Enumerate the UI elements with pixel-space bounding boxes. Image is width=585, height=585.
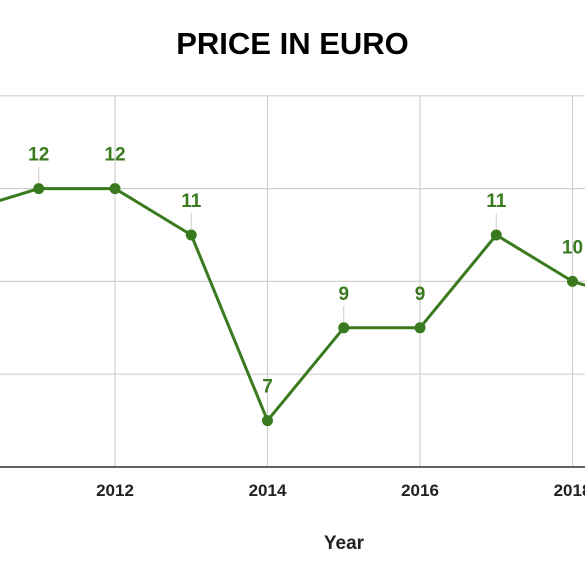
data-point <box>109 183 121 195</box>
data-point <box>490 229 502 241</box>
data-label: 12 <box>28 145 49 166</box>
x-axis-title: Year <box>323 533 365 554</box>
x-tick-label: 2014 <box>249 481 287 500</box>
data-label: 10 <box>562 237 583 258</box>
data-point <box>567 275 578 287</box>
series-line-group <box>0 187 585 423</box>
data-label: 9 <box>338 284 349 305</box>
x-tick-labels: 2012 2014 2016 2018 <box>96 481 585 500</box>
data-label: 11 <box>486 191 507 212</box>
data-point <box>414 322 426 334</box>
data-label: 11 <box>181 191 202 212</box>
data-points <box>33 183 578 427</box>
x-tick-label: 2012 <box>96 481 134 500</box>
series-line <box>0 187 585 423</box>
data-point <box>338 322 350 334</box>
data-point <box>185 229 197 241</box>
data-labels: 12 12 11 7 9 9 11 10 <box>28 145 583 415</box>
x-tick-label: 2018 <box>554 481 585 500</box>
chart-title: PRICE IN EURO <box>176 26 409 61</box>
data-label: 7 <box>262 377 273 398</box>
data-label: 9 <box>415 284 426 305</box>
data-point <box>262 415 273 427</box>
gridlines <box>0 95 585 468</box>
data-point <box>33 183 45 195</box>
x-tick-label: 2016 <box>401 481 439 500</box>
data-label: 12 <box>104 145 125 166</box>
